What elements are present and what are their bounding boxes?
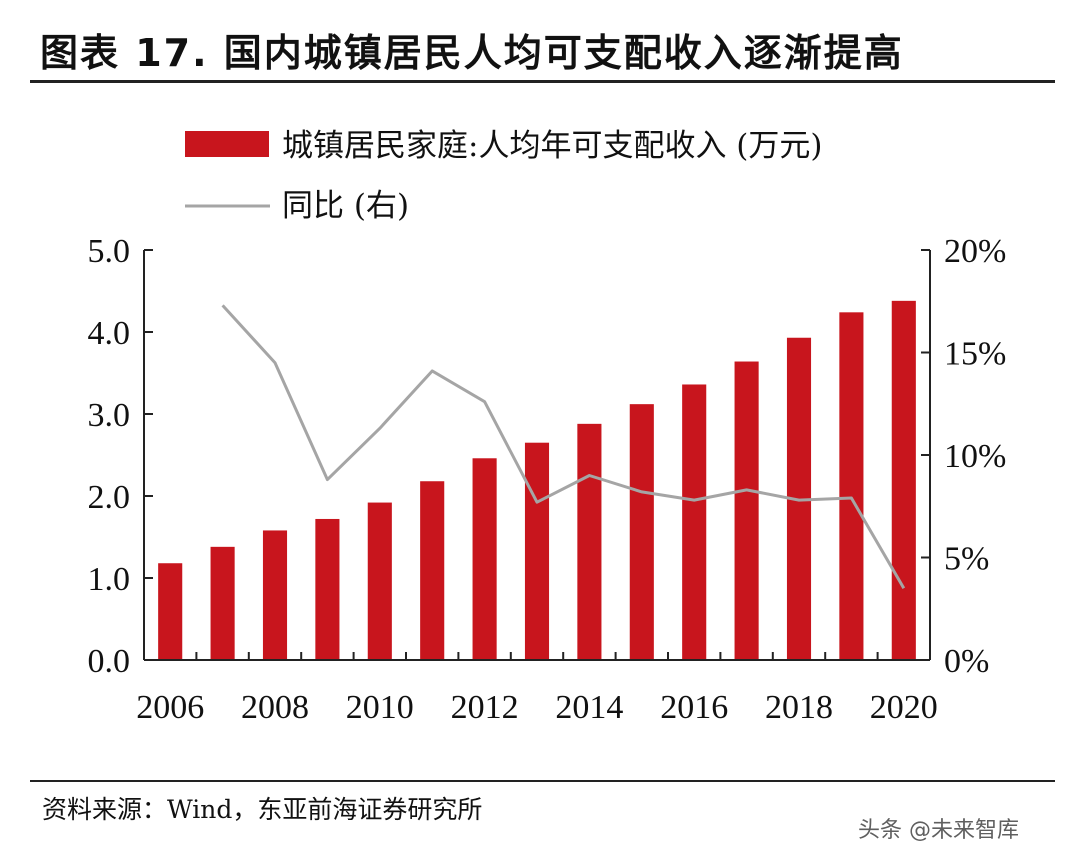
x-tick-label: 2018	[765, 689, 833, 726]
chart-canvas: 城镇居民家庭:人均年可支配收入 (万元) 同比 (右) 0.0 1.0 2.0 3.0…	[88, 128, 1007, 726]
left-axis-labels: 0.0 1.0 2.0 3.0 4.0 5.0	[88, 233, 153, 680]
legend-bar-label: 城镇居民家庭:人均年可支配收入 (万元)	[282, 128, 823, 164]
yoy-growth-line	[221, 304, 906, 590]
left-tick-label: 3.0	[88, 397, 131, 434]
x-tick-label: 2006	[136, 689, 204, 726]
bar-2009	[315, 518, 340, 660]
bar-2007	[210, 546, 235, 660]
right-axis-labels: 0% 5% 10% 15% 20%	[921, 233, 1006, 680]
bar-2011	[420, 481, 445, 660]
bar-2008	[262, 530, 288, 660]
left-tick-label: 1.0	[88, 561, 131, 598]
bar-2014	[577, 423, 602, 660]
bar-2016	[682, 384, 707, 660]
x-tick-label: 2016	[660, 689, 728, 726]
x-tick-label: 2010	[346, 689, 414, 726]
x-axis-labels: 2006 2008 2010 2012 2014 2016 2018 2020	[136, 652, 938, 726]
right-tick-label: 0%	[944, 643, 989, 680]
legend-bar-swatch	[185, 131, 269, 157]
right-tick-label: 5%	[944, 541, 989, 578]
bar-2015	[629, 404, 654, 660]
chart-title: 图表 17. 国内城镇居民人均可支配收入逐渐提高	[40, 31, 904, 75]
bar-2012	[472, 458, 497, 660]
watermark: 头条 @未来智库	[858, 818, 1019, 843]
title-divider	[30, 80, 1055, 83]
left-tick-label: 4.0	[88, 315, 131, 352]
footer-divider	[30, 780, 1055, 782]
legend: 城镇居民家庭:人均年可支配收入 (万元) 同比 (右)	[185, 128, 823, 224]
x-tick-label: 2020	[870, 689, 938, 726]
x-tick-label: 2008	[241, 689, 309, 726]
left-tick-label: 5.0	[88, 233, 131, 270]
bar-2013	[524, 442, 550, 660]
right-tick-label: 15%	[944, 336, 1006, 373]
bar-2019	[839, 312, 864, 660]
right-tick-label: 20%	[944, 233, 1006, 270]
bar-series	[158, 300, 916, 660]
bar-2017	[734, 361, 759, 660]
line-series	[221, 304, 906, 590]
bar-2006	[158, 563, 183, 660]
left-tick-label: 2.0	[88, 479, 131, 516]
source-note: 资料来源：Wind，东亚前海证券研究所	[42, 795, 483, 824]
right-tick-label: 10%	[944, 438, 1006, 475]
x-tick-label: 2014	[555, 689, 623, 726]
bar-2020	[891, 300, 916, 660]
legend-line-label: 同比 (右)	[282, 188, 409, 224]
left-tick-label: 0.0	[88, 643, 131, 680]
bar-2010	[367, 502, 392, 660]
x-tick-label: 2012	[451, 689, 519, 726]
